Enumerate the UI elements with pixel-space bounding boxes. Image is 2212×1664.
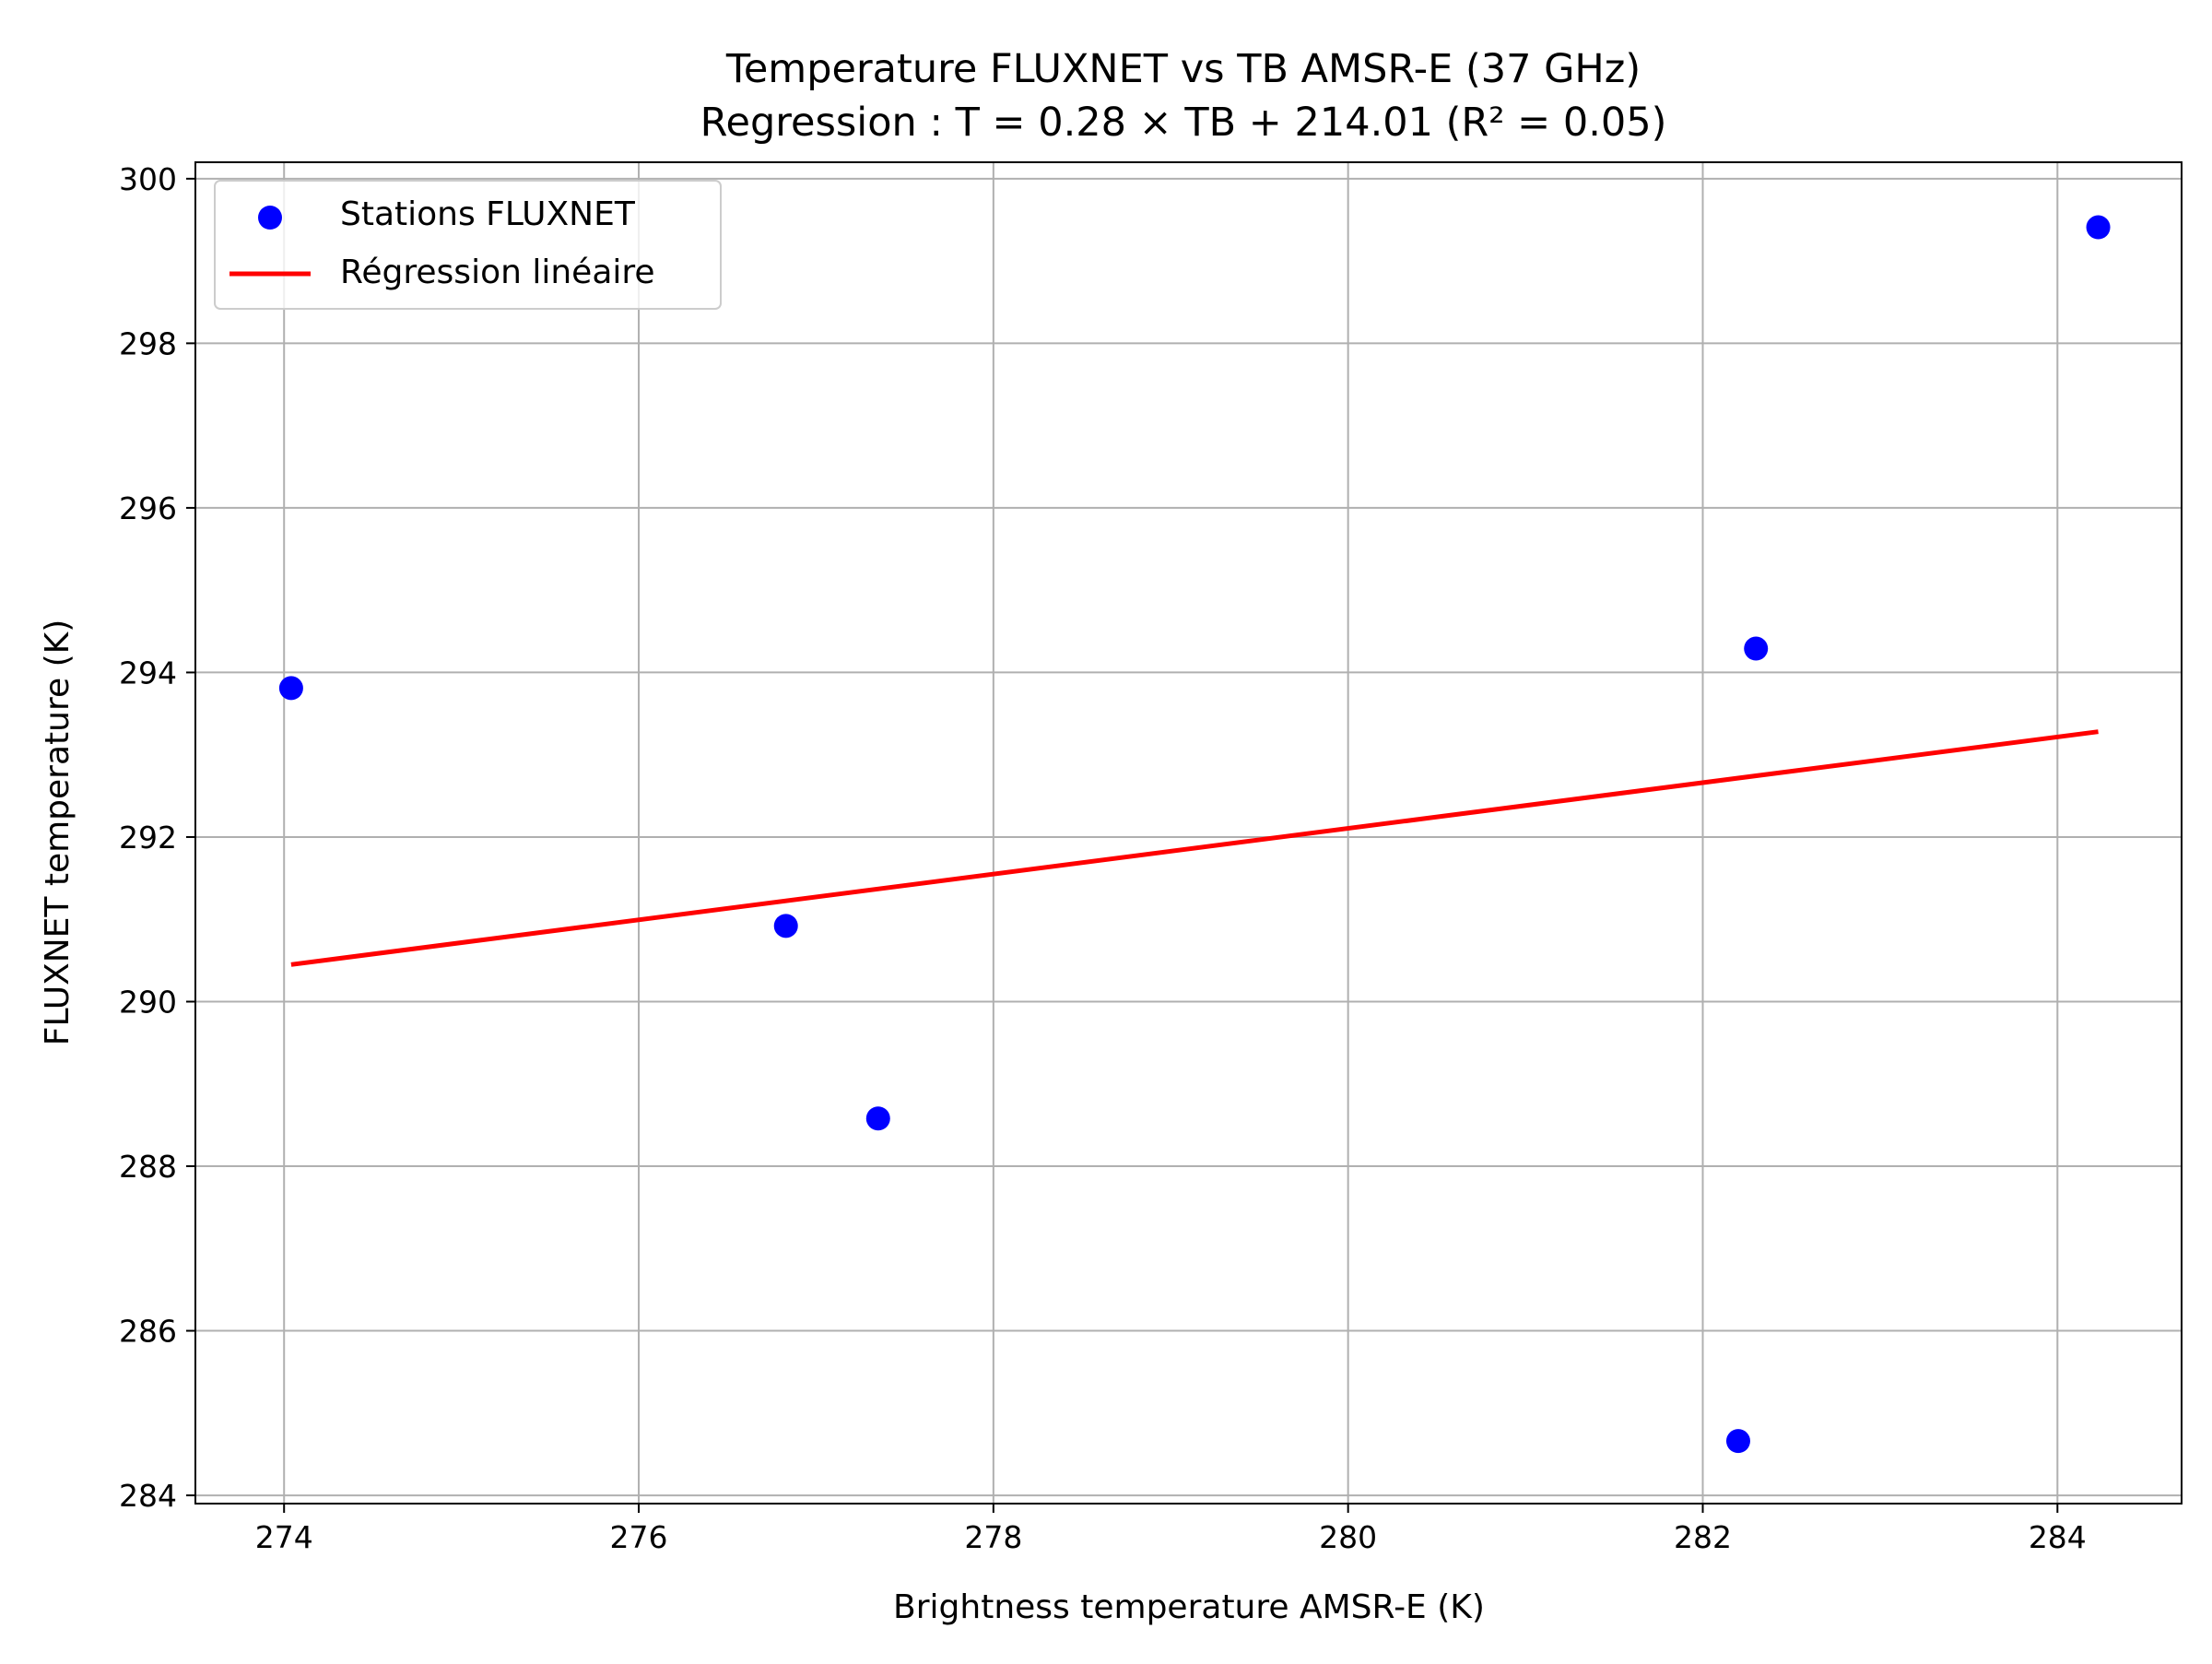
- y-tick-label: 284: [119, 1478, 177, 1514]
- y-tick-label: 292: [119, 820, 177, 856]
- y-tick-label: 286: [119, 1314, 177, 1350]
- y-tick-label: 300: [119, 161, 177, 197]
- legend: Stations FLUXNET Régression linéaire: [214, 180, 722, 310]
- legend-box: [214, 180, 722, 310]
- regression-line-layer: [290, 729, 2099, 967]
- y-axis-label: FLUXNET temperature (K): [39, 620, 76, 1046]
- y-tick-label: 290: [119, 984, 177, 1020]
- scatter-point: [2086, 215, 2111, 240]
- axis-ticks: 274 276 278 280 282 284 284 286 288 290 292 294 296 2…: [119, 161, 2087, 1555]
- scatter-points-layer: [278, 215, 2111, 1454]
- legend-label-regression: Régression linéaire: [340, 254, 655, 291]
- legend-label-stations: Stations FLUXNET: [340, 195, 636, 233]
- axes-frame: [194, 161, 2183, 1505]
- x-tick-label: 284: [2029, 1519, 2087, 1555]
- y-tick-label: 294: [119, 655, 177, 690]
- y-tick-label: 288: [119, 1149, 177, 1185]
- grid-lines: [195, 162, 2182, 1504]
- scatter-point: [1744, 636, 1769, 661]
- chart-title: Temperature FLUXNET vs TB AMSR-E (37 GHz…: [725, 46, 1641, 92]
- x-tick-label: 278: [964, 1519, 1022, 1555]
- y-tick-label: 298: [119, 325, 177, 361]
- x-tick-label: 280: [1319, 1519, 1377, 1555]
- chart-subtitle: Regression : T = 0.28 × TB + 214.01 (R² …: [700, 100, 1667, 146]
- legend-marker-stations: [258, 206, 282, 230]
- scatter-point: [865, 1106, 890, 1131]
- x-axis-label: Brightness temperature AMSR-E (K): [893, 1588, 1485, 1626]
- scatter-point: [773, 914, 798, 938]
- y-tick-label: 296: [119, 490, 177, 526]
- plot-frame: [194, 161, 2183, 1505]
- x-tick-label: 276: [610, 1519, 668, 1555]
- regression-line: [290, 729, 2099, 967]
- scatter-point: [278, 676, 303, 701]
- x-tick-label: 274: [255, 1519, 313, 1555]
- x-tick-label: 282: [1674, 1519, 1732, 1555]
- scatter-point: [1725, 1429, 1750, 1454]
